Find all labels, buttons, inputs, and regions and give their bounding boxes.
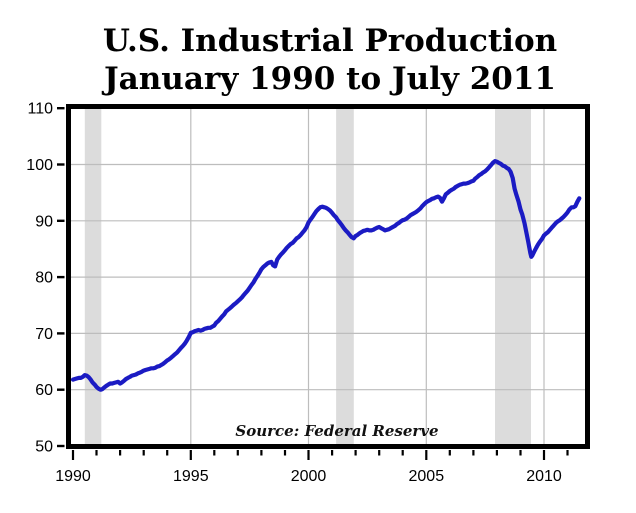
y-tick-label: 70 [35, 326, 53, 343]
source-note: Source: Federal Reserve [235, 422, 438, 440]
x-tick-label: 1990 [55, 468, 91, 485]
y-tick-label: 90 [35, 213, 53, 230]
plot-border [66, 104, 590, 449]
x-axis-ticks [71, 450, 569, 460]
y-axis-labels: 50 60 70 80 90 100 110 [26, 101, 53, 456]
y-tick-label: 100 [26, 157, 53, 174]
x-tick-label: 1995 [173, 468, 209, 485]
chart-title-line2: January 1990 to July 2011 [101, 61, 556, 97]
x-tick-label: 2000 [291, 468, 327, 485]
y-tick-label: 60 [35, 382, 53, 399]
x-axis-labels: 1990 1995 2000 2005 2010 [55, 468, 562, 485]
y-tick-label: 50 [35, 439, 53, 456]
data-line [70, 159, 582, 392]
x-tick-label: 2010 [526, 468, 562, 485]
y-axis-ticks [57, 106, 65, 448]
y-tick-label: 80 [35, 270, 53, 287]
y-tick-label: 110 [27, 101, 53, 118]
chart-title-line1: U.S. Industrial Production [103, 23, 557, 59]
x-tick-label: 2005 [409, 468, 445, 485]
